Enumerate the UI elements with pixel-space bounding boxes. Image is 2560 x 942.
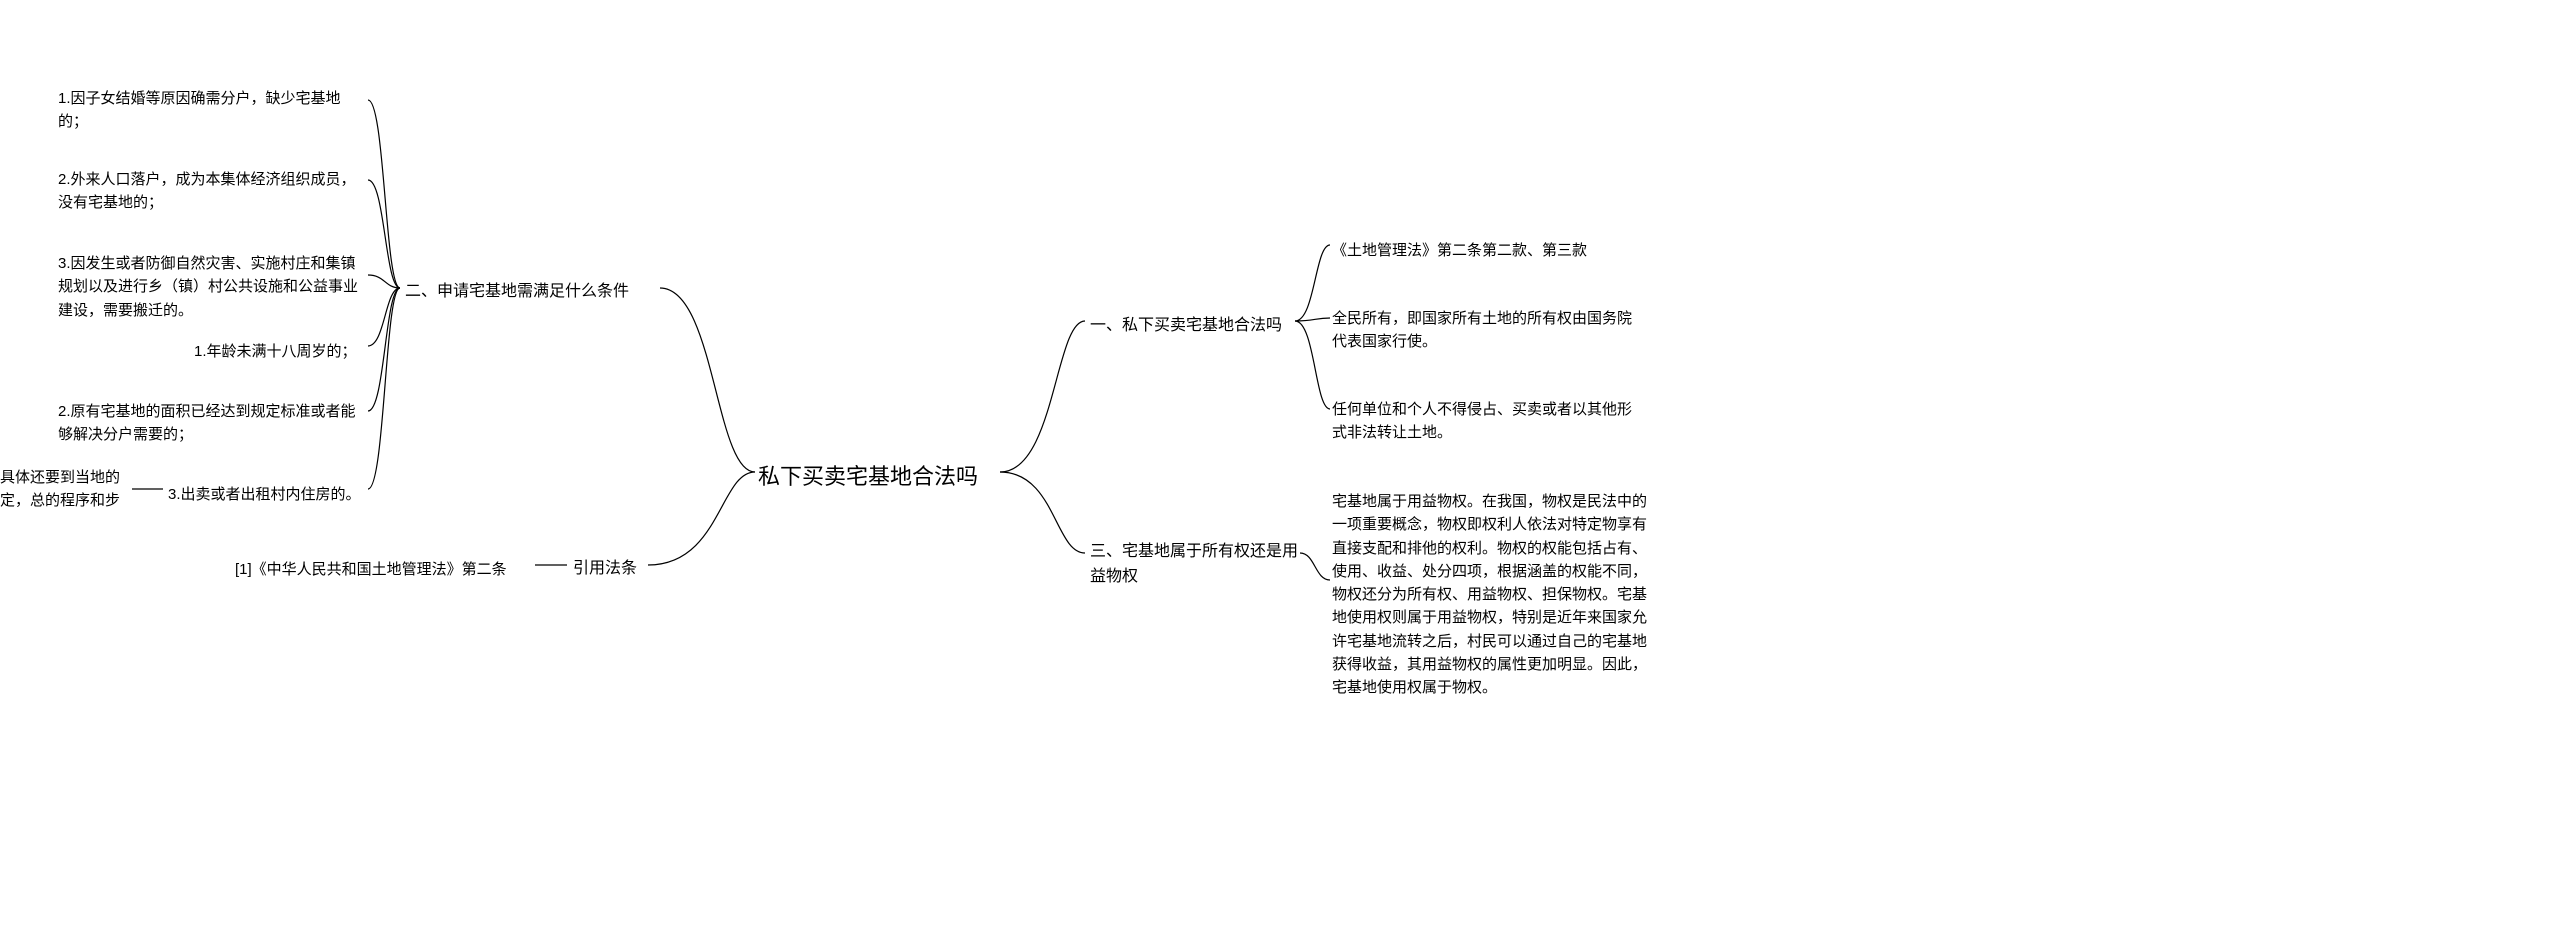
leaf-condition-5: 2.原有宅基地的面积已经达到规定标准或者能够解决分户需要的； [58,400,368,447]
mindmap-root: 私下买卖宅基地合法吗 [758,460,978,494]
branch-citation: 引用法条 [573,557,637,582]
leaf-condition-3: 3.因发生或者防御自然灾害、实施村庄和集镇规划以及进行乡（镇）村公共设施和公益事… [58,252,368,322]
leaf-condition-1: 1.因子女结婚等原因确需分户，缺少宅基地的； [58,87,368,134]
leaf-ownership-1: 宅基地属于用益物权。在我国，物权是民法中的一项重要概念，物权即权利人依法对特定物… [1332,490,1652,699]
leaf-legal-1: 《土地管理法》第二条第二款、第三款 [1332,239,1632,262]
leaf-legal-2: 全民所有，即国家所有土地的所有权由国务院代表国家行使。 [1332,307,1642,354]
branch-ownership: 三、宅基地属于所有权还是用益物权 [1090,540,1300,590]
branch-conditions: 二、申请宅基地需满足什么条件 [405,280,629,305]
leaf-condition-2: 2.外来人口落户，成为本集体经济组织成员，没有宅基地的； [58,168,368,215]
leaf-citation-1: [1]《中华人民共和国土地管理法》第二条 [235,558,535,581]
leaf-condition-6: 3.出卖或者出租村内住房的。 [168,483,368,506]
branch-legal: 一、私下买卖宅基地合法吗 [1090,314,1282,339]
leaf-legal-3: 任何单位和个人不得侵占、买卖或者以其他形式非法转让土地。 [1332,398,1642,445]
mindmap-connectors [0,0,2560,942]
leaf-condition-6-note: 由于各省的规定有些出入，具体还要到当地的土地部门进行咨询后才能确定，总的程序和步… [0,466,130,536]
leaf-condition-4: 1.年龄未满十八周岁的； [194,340,374,363]
